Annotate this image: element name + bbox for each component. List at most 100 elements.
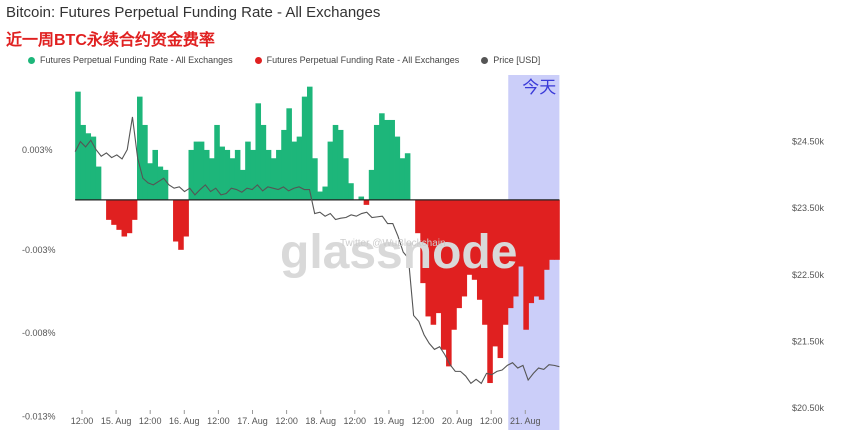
- x-tick-label: 12:00: [412, 416, 435, 426]
- funding-bar: [322, 186, 328, 200]
- funding-bar: [343, 158, 349, 200]
- price-line: [74, 116, 560, 385]
- funding-bar: [234, 149, 241, 200]
- funding-bar: [106, 199, 112, 220]
- funding-bar: [229, 158, 236, 200]
- funding-bar: [492, 199, 498, 347]
- funding-bar: [487, 199, 493, 384]
- funding-bar: [332, 124, 339, 200]
- x-tick-label: 12:00: [207, 416, 230, 426]
- funding-bar: [317, 191, 323, 200]
- funding-bar: [270, 158, 277, 200]
- funding-bar: [502, 199, 509, 325]
- legend-item-funding-positive[interactable]: Futures Perpetual Funding Rate - All Exc…: [28, 55, 233, 65]
- funding-bar: [265, 149, 272, 200]
- funding-bar: [394, 136, 401, 200]
- funding-bar: [415, 199, 421, 234]
- funding-bar: [173, 199, 179, 242]
- funding-bar: [157, 166, 164, 200]
- funding-bar: [281, 129, 287, 200]
- x-tick-label: 12:00: [480, 416, 503, 426]
- funding-bar: [224, 149, 231, 200]
- legend-gray-dot-icon: [481, 56, 489, 64]
- funding-bar: [198, 141, 205, 200]
- funding-bar: [250, 149, 256, 200]
- funding-bar: [507, 199, 514, 309]
- funding-bar: [306, 86, 313, 200]
- funding-bar: [425, 199, 432, 317]
- x-tick-label: 18. Aug: [305, 416, 336, 426]
- x-tick-label: 12:00: [275, 416, 298, 426]
- funding-bar: [214, 124, 220, 200]
- funding-bar: [219, 146, 225, 200]
- funding-bar: [142, 124, 148, 200]
- left-tick-label: -0.008%: [22, 328, 56, 338]
- funding-bar: [461, 199, 468, 297]
- x-tick-label: 19. Aug: [374, 416, 405, 426]
- funding-bar: [533, 199, 540, 297]
- funding-bar: [348, 183, 354, 200]
- right-tick-label: $22.50k: [792, 270, 825, 280]
- funding-bar: [399, 158, 406, 200]
- x-tick-label: 12:00: [344, 416, 367, 426]
- legend-label: Futures Perpetual Funding Rate - All Exc…: [40, 55, 233, 65]
- funding-bar: [152, 149, 158, 200]
- funding-rate-bars: [75, 86, 560, 384]
- legend: Futures Perpetual Funding Rate - All Exc…: [28, 55, 540, 65]
- funding-bar: [327, 141, 334, 200]
- legend-item-price[interactable]: Price [USD]: [481, 55, 540, 65]
- funding-bar: [446, 199, 452, 367]
- funding-bar: [384, 119, 390, 200]
- chart-subtitle: 近一周BTC永续合约资金费率: [6, 32, 215, 49]
- today-annotation: 今天: [522, 78, 556, 98]
- x-tick-label: 20. Aug: [442, 416, 473, 426]
- funding-bar: [538, 199, 545, 300]
- funding-bar: [528, 199, 535, 304]
- funding-bar: [209, 158, 215, 200]
- funding-bar: [549, 199, 555, 260]
- funding-bar: [379, 113, 385, 200]
- funding-bar: [523, 199, 529, 330]
- funding-bar: [420, 199, 426, 284]
- funding-bar: [245, 141, 251, 200]
- funding-bar: [137, 96, 143, 200]
- funding-bar: [456, 199, 462, 309]
- legend-item-funding-negative[interactable]: Futures Perpetual Funding Rate - All Exc…: [254, 55, 459, 65]
- left-tick-label: -0.003%: [22, 245, 56, 255]
- x-tick-label: 16. Aug: [169, 416, 200, 426]
- funding-bar: [80, 124, 86, 200]
- funding-bar: [482, 199, 488, 325]
- funding-bar: [183, 199, 189, 237]
- funding-bar: [131, 199, 138, 220]
- funding-bar: [312, 158, 318, 200]
- chart-title: Bitcoin: Futures Perpetual Funding Rate …: [6, 4, 381, 21]
- funding-bar: [301, 96, 308, 200]
- legend-green-dot-icon: [28, 56, 35, 64]
- right-tick-label: $24.50k: [792, 137, 825, 147]
- funding-bar: [203, 149, 210, 200]
- funding-bar: [147, 163, 153, 200]
- funding-bar: [296, 136, 303, 200]
- funding-bar: [471, 199, 478, 280]
- funding-bar: [255, 103, 262, 200]
- right-tick-label: $20.50k: [792, 403, 825, 413]
- x-tick-label: 21. Aug: [510, 416, 541, 426]
- funding-bar: [518, 199, 524, 267]
- watermark-credit: Twitter @WuBlockchain: [340, 238, 446, 249]
- x-tick-label: 12:00: [139, 416, 162, 426]
- funding-bar: [435, 199, 442, 314]
- funding-bar: [404, 153, 411, 200]
- legend-red-dot-icon: [254, 56, 262, 64]
- funding-bar: [240, 169, 246, 200]
- funding-bar: [554, 199, 560, 260]
- funding-bar: [368, 169, 375, 200]
- funding-bar: [337, 129, 344, 200]
- left-tick-label: -0.013%: [22, 411, 56, 421]
- funding-bar: [451, 199, 457, 330]
- funding-bar: [188, 149, 195, 200]
- funding-bar: [363, 199, 370, 205]
- funding-bar: [116, 199, 122, 230]
- funding-bar: [476, 199, 483, 300]
- funding-bar: [513, 199, 519, 297]
